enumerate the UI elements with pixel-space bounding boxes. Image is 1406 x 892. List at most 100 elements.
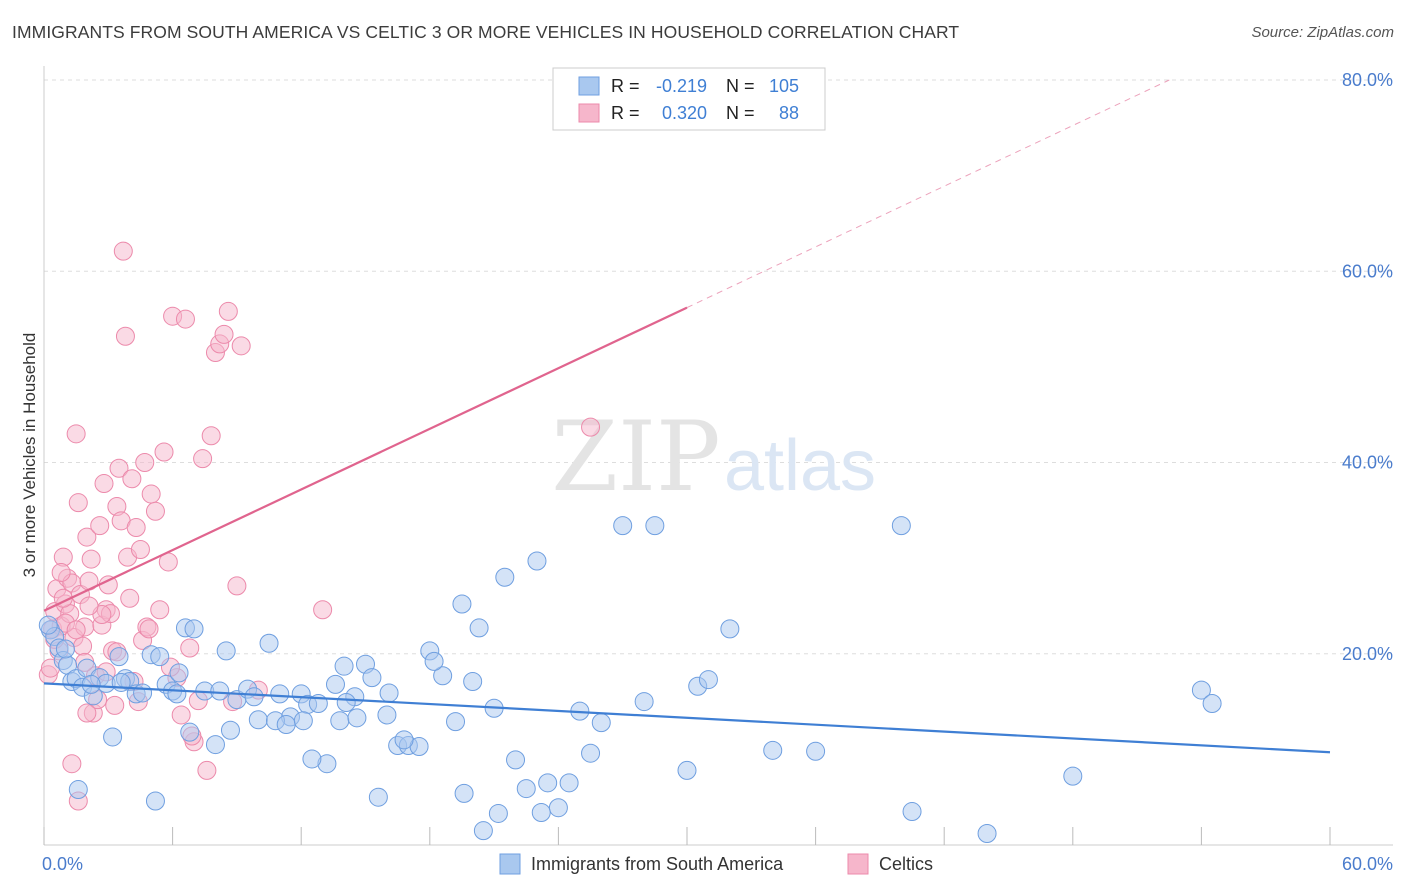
south-america-point <box>531 802 551 822</box>
celtics-point <box>79 596 99 616</box>
celtics-point <box>231 336 251 356</box>
celtics-point <box>115 326 135 346</box>
south-america-point <box>270 684 290 704</box>
celtics-point <box>94 474 114 494</box>
celtics-point <box>135 453 155 472</box>
gridlines <box>44 79 1393 655</box>
south-america-point <box>216 641 236 661</box>
y-tick-label: 20.0% <box>1342 644 1393 664</box>
south-america-point <box>180 722 200 742</box>
south-america-point <box>634 692 654 712</box>
y-tick-label: 80.0% <box>1342 70 1393 90</box>
south-america-point <box>433 666 453 686</box>
stats-blue-r-label: R = <box>611 76 640 96</box>
south-america-point <box>377 705 397 725</box>
stats-blue-n-value: 105 <box>769 76 799 96</box>
south-america-point <box>1063 766 1083 786</box>
celtics-point <box>139 619 159 639</box>
celtics-point <box>113 241 133 261</box>
stats-blue-r-value: -0.219 <box>656 76 707 96</box>
south-america-point <box>463 671 483 691</box>
celtics-point <box>201 426 221 446</box>
south-america-point <box>38 615 58 635</box>
celtics-point <box>68 493 88 513</box>
south-america-point <box>336 693 356 713</box>
stats-pink-r-value: 0.320 <box>662 103 707 123</box>
south-america-point <box>334 656 354 676</box>
celtics-point <box>73 636 93 656</box>
south-america-point <box>81 674 101 694</box>
celtics-point <box>171 705 191 725</box>
watermark-atlas: atlas <box>724 426 876 506</box>
celtics-point <box>77 703 97 723</box>
south-america-point <box>488 803 508 823</box>
celtics-point <box>154 442 174 462</box>
celtics-point <box>81 549 101 569</box>
south-america-point <box>806 741 826 761</box>
south-america-point <box>103 727 123 747</box>
stats-pink-n-label: N = <box>726 103 755 123</box>
south-america-point <box>133 683 153 703</box>
x-tick-label: 0.0% <box>42 854 83 874</box>
south-america-point <box>591 713 611 733</box>
south-america-point <box>145 791 165 811</box>
south-america-point <box>495 567 515 587</box>
south-america-trend-line <box>43 682 1331 754</box>
south-america-point <box>276 715 296 735</box>
south-america-point <box>362 668 382 688</box>
south-america-point <box>527 551 547 571</box>
south-america-point <box>446 712 466 732</box>
trend-lines <box>43 79 1331 754</box>
stats-pink-n-value: 88 <box>779 103 799 123</box>
south-america-point <box>259 633 279 653</box>
south-america-point <box>548 798 568 818</box>
south-america-point <box>645 516 665 536</box>
y-tick-label: 40.0% <box>1342 453 1393 473</box>
stats-pink-r-label: R = <box>611 103 640 123</box>
south-america-point <box>516 779 536 799</box>
south-america-point <box>613 516 633 536</box>
celtics-trend-extension <box>686 79 1170 309</box>
south-america-point <box>302 749 322 769</box>
chart-title: IMMIGRANTS FROM SOUTH AMERICA VS CELTIC … <box>12 22 960 42</box>
celtics-point <box>141 484 161 504</box>
south-america-point <box>469 618 489 638</box>
celtics-point <box>109 458 129 478</box>
south-america-point <box>109 647 129 667</box>
celtics-point <box>62 754 82 774</box>
south-america-point <box>454 783 474 803</box>
celtics-point <box>77 527 97 547</box>
legend-blue-swatch <box>499 853 521 875</box>
south-america-point <box>902 802 922 822</box>
south-america-point <box>424 651 444 671</box>
south-america-point <box>1191 680 1211 700</box>
celtics-point <box>90 516 110 536</box>
celtics-point <box>105 695 125 715</box>
celtics-point <box>227 576 247 596</box>
celtics-point <box>313 600 333 620</box>
south-america-point <box>150 647 170 667</box>
stats-blue-n-label: N = <box>726 76 755 96</box>
celtics-point <box>214 324 234 344</box>
x-tick-labels: 0.0% 60.0% <box>42 854 1393 874</box>
south-america-point <box>473 821 493 841</box>
y-tick-labels: 20.0% 40.0% 60.0% 80.0% <box>1342 70 1393 664</box>
stats-box: R = -0.219 N = 105 R = 0.320 N = 88 <box>552 67 826 131</box>
celtics-point <box>197 760 217 780</box>
south-america-point <box>330 711 350 731</box>
celtics-point <box>218 301 238 321</box>
south-america-point <box>347 708 367 728</box>
celtics-trend-line <box>43 306 688 612</box>
south-america-point <box>220 720 240 740</box>
south-america-point <box>891 516 911 536</box>
south-america-point <box>763 740 783 760</box>
celtics-point <box>122 469 142 489</box>
south-america-point <box>506 750 526 770</box>
south-america-point <box>210 681 230 701</box>
celtics-point <box>51 562 71 582</box>
stats-blue-swatch <box>578 76 600 96</box>
y-tick-label: 60.0% <box>1342 261 1393 281</box>
south-america-point <box>559 773 579 793</box>
watermark-zip: ZIP <box>551 401 720 513</box>
